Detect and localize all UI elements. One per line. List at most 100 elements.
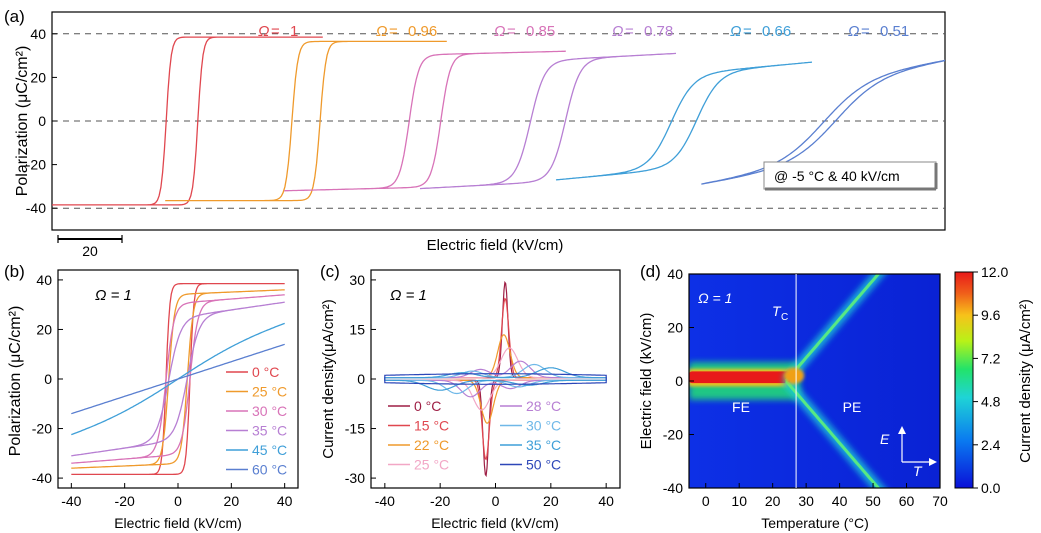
hysteresis-loop-2 <box>284 50 566 192</box>
panel-b-y-tick-label: 20 <box>36 321 52 337</box>
hysteresis-loop-3 <box>419 52 677 190</box>
colorbar-ticks: 12.0 9.6 7.2 4.8 2.4 0.0 <box>973 264 1008 496</box>
panel-d-x-axis-label: Temperature (°C) <box>761 515 869 531</box>
panel-c-legend-label: 30 °C <box>526 418 561 434</box>
annotation-box <box>763 161 937 190</box>
panel-d-x-tick-label: 70 <box>932 493 948 509</box>
omega-symbol-4: Ω <box>730 23 741 40</box>
panel-c-legend-label: 35 °C <box>526 437 561 453</box>
heatmap-features <box>689 274 885 488</box>
panel-c-x-tick-label: 0 <box>492 493 500 509</box>
omega-symbol-0: Ω <box>258 23 269 40</box>
panel-a-loops <box>52 36 945 206</box>
panel-b-legend-label: 45 °C <box>252 442 287 458</box>
panel-c-y-tick-label: 30 <box>349 272 365 288</box>
panel-a-y-tick-label: 40 <box>30 26 46 42</box>
omega-value-4: 0.66 <box>762 23 791 40</box>
omega-value-1: 0.96 <box>408 23 437 40</box>
panel-b-y-tick-label: -20 <box>32 421 52 437</box>
panel-d-x-tick-label: 0 <box>702 493 710 509</box>
fe-region-label: FE <box>732 399 750 415</box>
panel-b-y-tick-label: -40 <box>32 470 52 486</box>
panel-a-y-tick-label: 0 <box>38 113 46 129</box>
panel-b: (b) -40 -20 0 20 40 40 20 0 -20 -40 Ω = 1 0 °C 25 … <box>4 262 299 531</box>
panel-b-loop-1 <box>71 289 285 469</box>
colorbar-label: Current density (μA/cm²) <box>1017 299 1034 463</box>
panel-d-omega-title: Ω = 1 <box>698 290 732 306</box>
panel-b-x-tick-label: -40 <box>61 493 81 509</box>
pe-region-label: PE <box>843 399 862 415</box>
panel-b-x-axis-label: Electric field (kV/cm) <box>114 515 242 531</box>
panel-c-legend-label: 22 °C <box>414 437 449 453</box>
e-axis-label: E <box>880 431 890 447</box>
panel-b-omega-title: Ω = 1 <box>95 287 132 304</box>
panel-b-loop-5 <box>71 343 285 415</box>
panel-b-y-tick-label: 40 <box>36 272 52 288</box>
panel-c-legend-label: 50 °C <box>526 457 561 473</box>
panel-d-label: (d) <box>640 262 661 281</box>
pe-branch-upper <box>784 274 881 382</box>
panel-c-legend-label: 25 °C <box>414 457 449 473</box>
panel-c-curves <box>384 280 607 478</box>
panel-d-ticks: 0 10 20 30 40 50 60 70 40 20 0 -20 -40 <box>663 266 948 509</box>
omega-equals-3: = <box>625 23 634 40</box>
tc-label: T <box>772 303 782 319</box>
hysteresis-loop-1 <box>165 40 447 202</box>
panel-c-legend: 0 °C 15 °C 22 °C 25 °C 28 °C 30 °C 35 °C 50 °C <box>388 398 561 473</box>
panel-b-loop-0 <box>71 282 285 476</box>
omega-symbol-1: Ω <box>376 23 387 40</box>
panel-c-legend-label: 0 °C <box>414 398 441 414</box>
panel-b-y-axis-label: Polarization (μC/cm²) <box>7 306 24 457</box>
current-curve-1 <box>384 297 607 461</box>
current-curve-7 <box>384 373 607 385</box>
omega-symbol-3: Ω <box>612 23 623 40</box>
t-axis-label: T <box>913 463 923 479</box>
panel-c: (c) -40 -20 0 20 40 30 15 0 -15 -30 Ω = 1 0 °C 15 … <box>320 262 621 531</box>
panel-c-x-tick-label: -40 <box>375 493 395 509</box>
colorbar-tick-label: 0.0 <box>981 480 1001 496</box>
omega-equals-1: = <box>389 23 398 40</box>
panel-d-x-tick-label: 10 <box>731 493 747 509</box>
omega-value-2: 0.85 <box>526 23 555 40</box>
colorbar-tick-label: 4.8 <box>981 394 1001 410</box>
colorbar-tick-label: 12.0 <box>981 264 1008 280</box>
omega-symbol-5: Ω <box>848 23 859 40</box>
panel-c-ticks: -40 -20 0 20 40 30 15 0 -15 -30 <box>345 272 614 509</box>
panel-b-legend-label: 60 °C <box>252 462 287 478</box>
panel-c-legend-label: 15 °C <box>414 418 449 434</box>
panel-d-y-tick-label: 0 <box>675 373 683 389</box>
panel-b-x-tick-label: 20 <box>224 493 240 509</box>
panel-c-y-axis-label: Current density(μA/cm²) <box>320 299 337 459</box>
panel-d-y-axis-label: Electric field (kV/cm) <box>638 313 655 450</box>
panel-c-legend-label: 28 °C <box>526 398 561 414</box>
e-axis-arrowhead <box>898 426 906 434</box>
panel-c-y-tick-label: 15 <box>349 321 365 337</box>
colorbar-tick-label: 9.6 <box>981 307 1001 323</box>
panel-a-y-ticks: 40 20 0 -20 -40 <box>26 26 57 216</box>
panel-a-omega-labels: Ω = 1 Ω = 0.96 Ω = 0.85 Ω = 0.78 Ω = 0.66 Ω =… <box>258 23 909 40</box>
current-curve-4 <box>384 360 607 398</box>
pe-branch-lower <box>784 380 881 488</box>
panel-d-x-tick-label: 40 <box>832 493 848 509</box>
omega-equals-4: = <box>743 23 752 40</box>
panel-d-y-tick-label: 20 <box>667 320 683 336</box>
panel-d-x-tick-label: 60 <box>899 493 915 509</box>
fe-band-core <box>689 371 791 384</box>
t-axis-arrowhead <box>929 458 937 466</box>
panel-b-loop-4 <box>71 322 285 436</box>
panel-a-y-tick-label: -40 <box>26 200 46 216</box>
hysteresis-loop-4 <box>555 61 813 181</box>
panel-a-y-tick-label: -20 <box>26 157 46 173</box>
panel-b-loop-2 <box>71 294 285 464</box>
panel-d-y-tick-label: -40 <box>663 480 683 496</box>
panel-c-x-tick-label: 20 <box>543 493 559 509</box>
omega-equals-0: = <box>271 23 280 40</box>
hysteresis-loop-0 <box>52 36 323 206</box>
panel-c-y-tick-label: -15 <box>345 421 365 437</box>
current-curve-5 <box>384 363 607 395</box>
omega-value-3: 0.78 <box>644 23 673 40</box>
panel-b-label: (b) <box>4 262 25 281</box>
panel-b-legend-label: 30 °C <box>252 403 287 419</box>
panel-b-legend-label: 25 °C <box>252 384 287 400</box>
